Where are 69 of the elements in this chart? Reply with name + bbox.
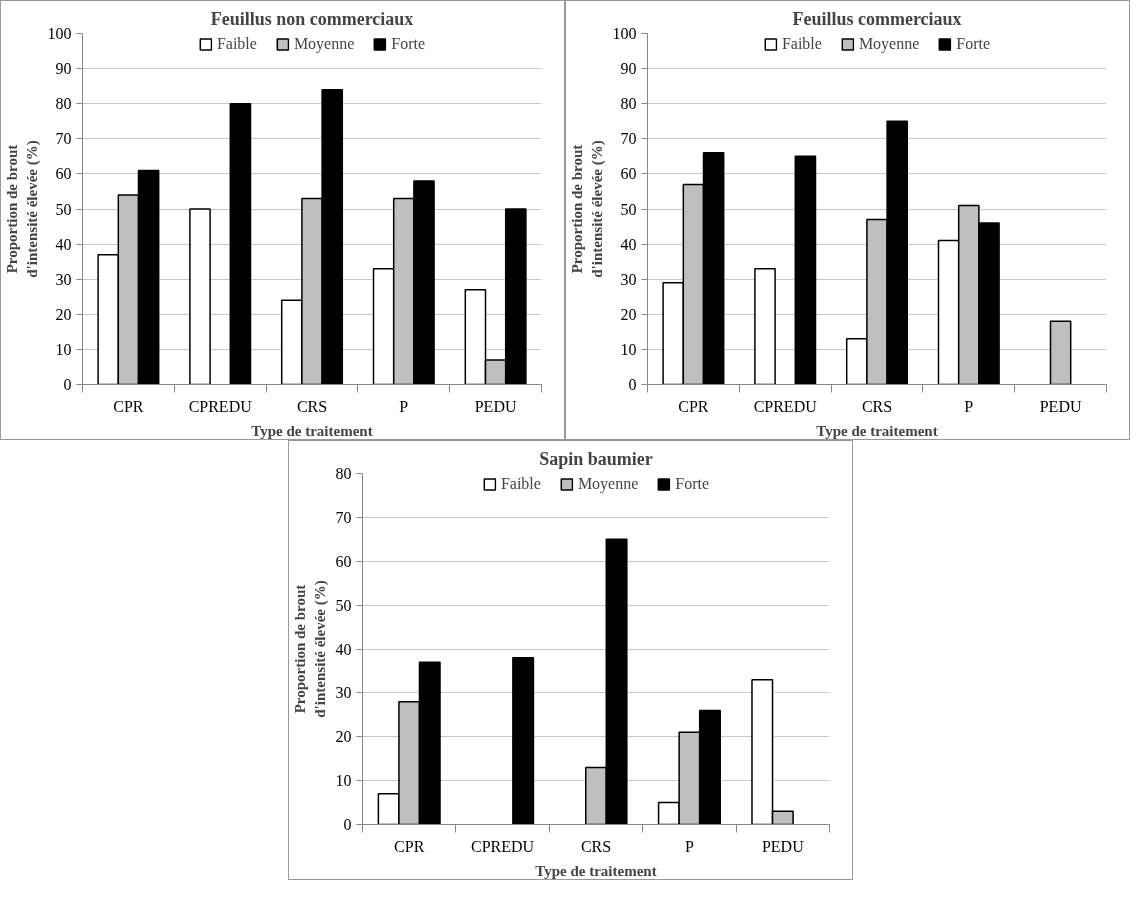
- y-tick-label: 50: [55, 200, 72, 218]
- legend-label: Moyenne: [577, 475, 639, 493]
- bar: [794, 155, 817, 385]
- legend-label: Forte: [956, 35, 991, 53]
- y-tick-label: 80: [620, 95, 637, 113]
- x-axis-title: Type de traitement: [816, 422, 938, 439]
- y-tick-label: 40: [55, 235, 72, 253]
- y-tick-label: 0: [628, 376, 637, 393]
- legend-label: Forte: [391, 35, 426, 53]
- x-tick-label: CRS: [296, 397, 328, 415]
- y-tick-label: 10: [620, 340, 637, 358]
- x-tick-label: P: [964, 397, 974, 415]
- y-tick-label: 20: [55, 305, 72, 323]
- legend-label: Moyenne: [858, 35, 920, 53]
- y-tick-label: 10: [335, 772, 352, 790]
- y-tick-label: 60: [335, 552, 352, 570]
- y-tick-label: 90: [620, 60, 637, 78]
- y-tick-label: 50: [620, 200, 637, 218]
- x-tick-label: CPR: [678, 397, 709, 415]
- y-tick-label: 30: [335, 684, 352, 702]
- x-tick-label: CPREDU: [471, 837, 535, 855]
- x-tick-label: PEDU: [1039, 397, 1082, 415]
- x-tick-label: CPREDU: [188, 397, 253, 415]
- bar: [754, 267, 776, 385]
- x-tick-label: CRS: [861, 397, 893, 415]
- chart-title: Feuillus non commerciaux: [210, 8, 414, 29]
- legend-label: Moyenne: [293, 35, 355, 53]
- y-tick-label: 100: [47, 25, 72, 42]
- y-tick-label: 20: [620, 305, 637, 323]
- x-axis-title: Type de traitement: [535, 862, 657, 879]
- x-tick-label: P: [684, 837, 694, 855]
- legend-label: Forte: [675, 475, 710, 493]
- y-tick-label: 70: [620, 130, 637, 148]
- x-tick-label: P: [399, 397, 409, 415]
- x-tick-label: PEDU: [761, 837, 805, 855]
- legend-label: Faible: [781, 35, 822, 53]
- y-axis-title: Proportion de brout d'intensité élevée (%): [569, 140, 606, 278]
- y-tick-label: 0: [343, 816, 352, 833]
- y-tick-label: 20: [335, 728, 352, 746]
- x-tick-label: CPR: [113, 397, 144, 415]
- y-tick-label: 40: [620, 235, 637, 253]
- bar: [512, 657, 535, 825]
- y-tick-label: 100: [612, 25, 637, 42]
- y-tick-label: 90: [55, 60, 72, 78]
- x-tick-label: CPREDU: [753, 397, 818, 415]
- y-tick-label: 80: [55, 95, 72, 113]
- y-tick-label: 70: [335, 508, 352, 526]
- y-tick-label: 80: [335, 465, 352, 482]
- y-tick-label: 10: [55, 340, 72, 358]
- x-tick-label: CRS: [580, 837, 612, 855]
- y-tick-label: 0: [63, 376, 72, 393]
- bar: [229, 102, 252, 385]
- x-tick-label: PEDU: [474, 397, 517, 415]
- y-tick-label: 30: [620, 270, 637, 288]
- y-axis-title: Proportion de brout d'intensité élevée (%): [4, 140, 41, 278]
- y-tick-label: 40: [335, 640, 352, 658]
- chart-title: Feuillus commerciaux: [792, 8, 962, 29]
- x-tick-label: CPR: [394, 837, 425, 855]
- bar: [189, 208, 211, 385]
- y-tick-label: 30: [55, 270, 72, 288]
- y-tick-label: 60: [55, 165, 72, 183]
- legend-label: Faible: [216, 35, 257, 53]
- y-tick-label: 50: [335, 596, 352, 614]
- legend-label: Faible: [500, 475, 541, 493]
- y-tick-label: 60: [620, 165, 637, 183]
- y-axis-title: Proportion de brout d'intensité élevée (%): [292, 580, 329, 718]
- x-axis-title: Type de traitement: [251, 422, 373, 439]
- y-tick-label: 70: [55, 130, 72, 148]
- chart-title: Sapin baumier: [539, 448, 653, 469]
